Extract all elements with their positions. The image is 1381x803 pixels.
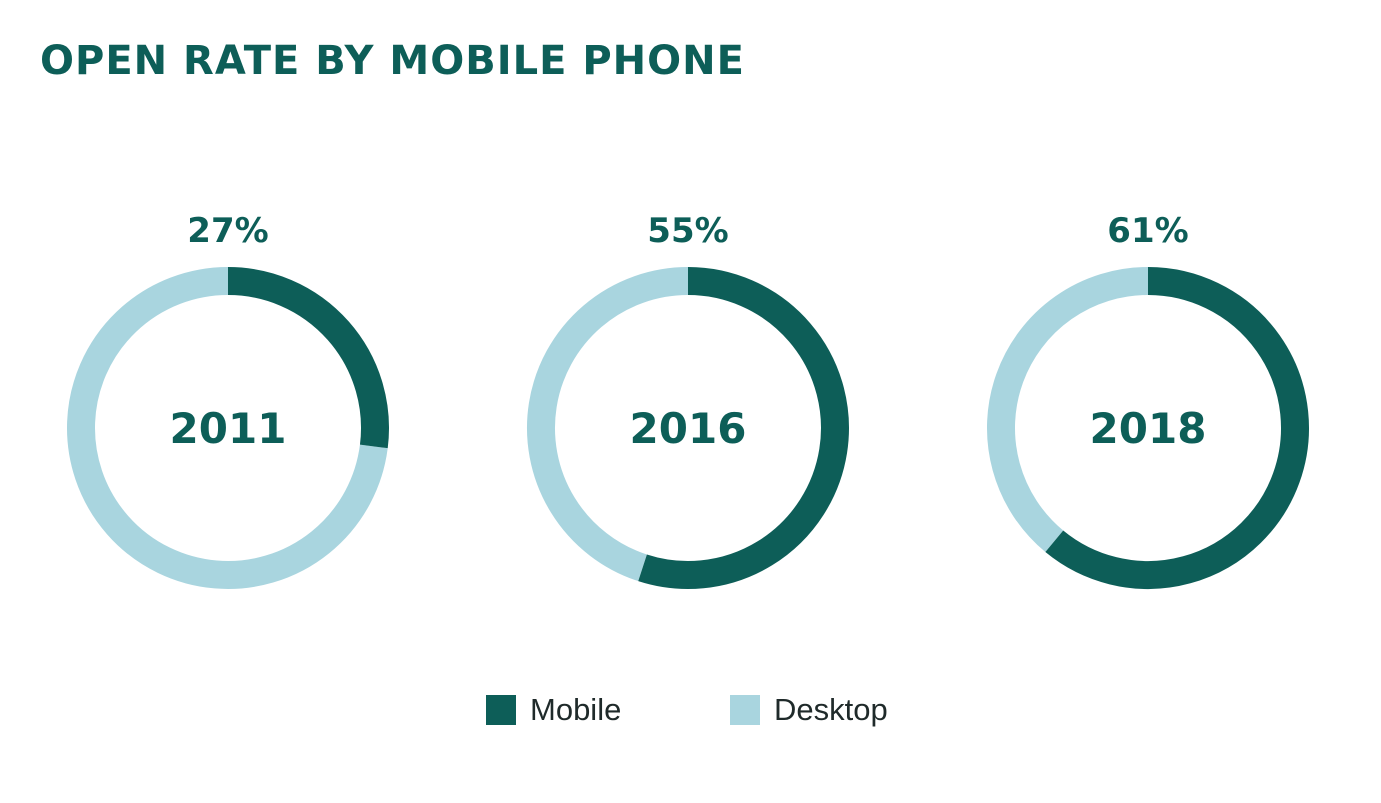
legend: Mobile Desktop (486, 692, 888, 727)
slice-desktop-2016 (527, 267, 689, 582)
year-label-2016: 2016 (630, 404, 747, 453)
legend-swatch-mobile (486, 695, 516, 725)
percent-label-2018: 61% (1107, 211, 1188, 251)
legend-label-mobile: Mobile (530, 692, 621, 727)
legend-swatch-desktop (730, 695, 760, 725)
slice-mobile-2016 (638, 267, 849, 589)
donut-2011: 27% 2011 (67, 211, 389, 589)
percent-label-2016: 55% (647, 211, 728, 251)
slice-desktop-2018 (987, 267, 1149, 553)
chart-title: OPEN RATE BY MOBILE PHONE (40, 38, 745, 84)
slice-desktop-2011 (67, 267, 388, 589)
percent-label-2011: 27% (187, 211, 268, 251)
slice-mobile-2011 (227, 267, 389, 449)
year-label-2018: 2018 (1090, 404, 1207, 453)
donut-2016: 55% 2016 (527, 211, 849, 589)
legend-label-desktop: Desktop (774, 692, 888, 727)
year-label-2011: 2011 (170, 404, 287, 453)
slice-mobile-2018 (1045, 267, 1309, 589)
donut-2018: 61% 2018 (987, 211, 1309, 589)
